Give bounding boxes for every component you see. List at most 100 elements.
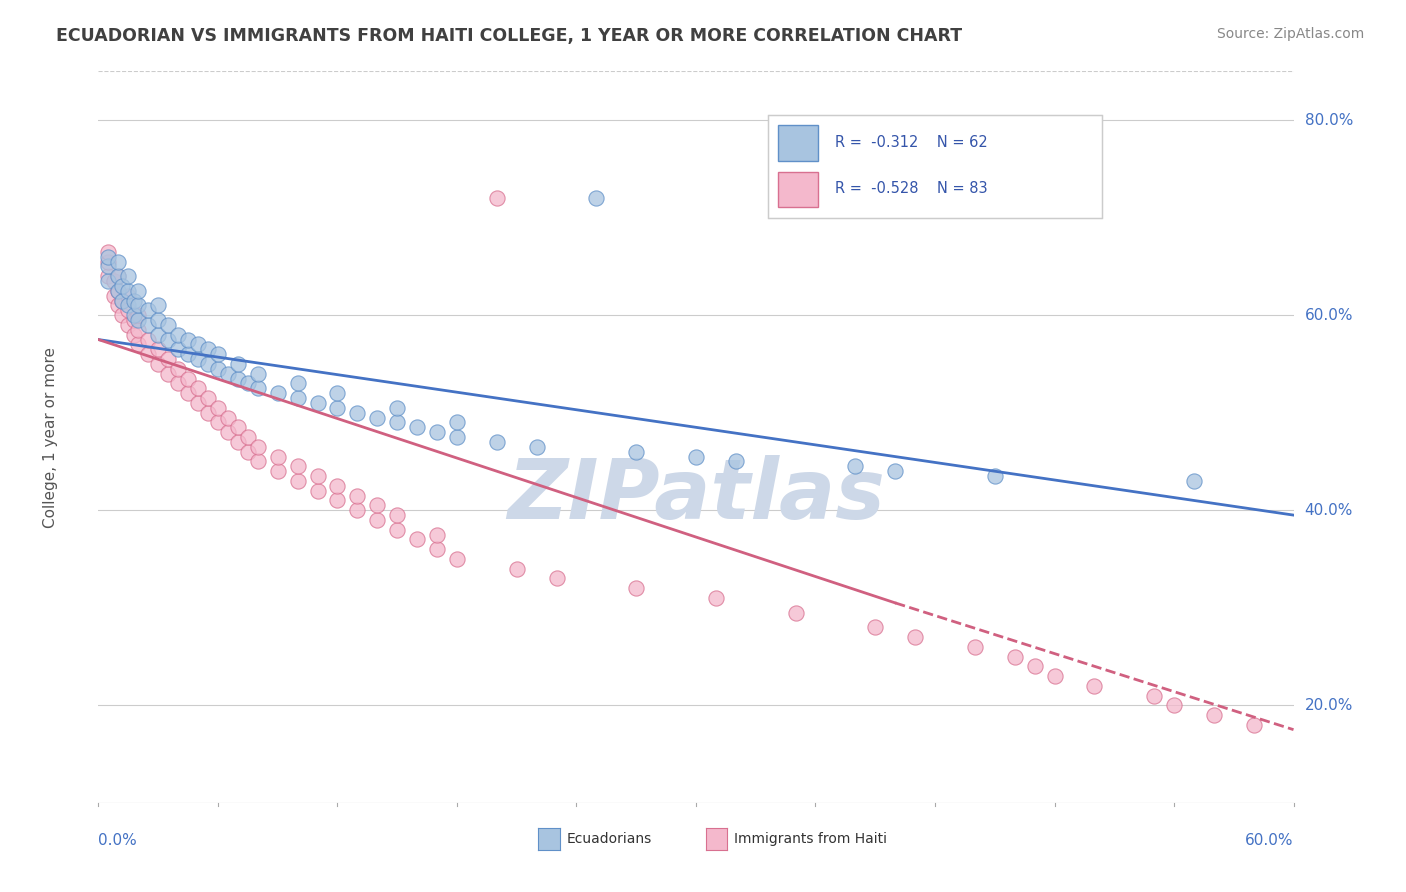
Point (366, 513, 388, 527)
Point (366, 410, 388, 425)
Text: Source: ZipAtlas.com: Source: ZipAtlas.com (1216, 27, 1364, 41)
Point (107, 269, 129, 284)
Point (385, 401, 409, 415)
Point (97, 269, 120, 284)
Point (148, 343, 170, 357)
Text: Ecuadorians: Ecuadorians (567, 832, 652, 847)
Point (217, 410, 239, 425)
Point (485, 434, 508, 449)
Point (187, 381, 209, 395)
Point (984, 469, 1007, 483)
Point (326, 401, 349, 415)
Point (446, 430, 468, 444)
Point (107, 254, 129, 268)
Point (107, 298, 129, 312)
Point (287, 459, 309, 474)
Point (1083, 679, 1105, 693)
Point (307, 483, 329, 498)
Point (246, 381, 269, 395)
Point (865, 620, 887, 634)
Point (366, 499, 388, 513)
Point (346, 503, 368, 517)
Point (287, 391, 309, 405)
Point (157, 352, 180, 367)
Point (1004, 649, 1026, 664)
Point (117, 284, 139, 298)
Point (217, 367, 239, 381)
Point (1043, 669, 1066, 683)
Point (426, 425, 449, 440)
Point (177, 347, 200, 361)
Point (136, 303, 159, 318)
Text: College, 1 year or more: College, 1 year or more (44, 347, 58, 527)
Point (446, 552, 468, 566)
Point (167, 361, 190, 376)
Point (226, 371, 249, 385)
Point (103, 288, 125, 302)
Point (267, 386, 290, 401)
Point (685, 450, 707, 464)
Point (167, 376, 190, 391)
Point (704, 591, 727, 605)
Point (236, 444, 259, 458)
Point (924, 191, 946, 205)
Point (287, 376, 309, 391)
Point (626, 444, 648, 458)
Point (1182, 474, 1205, 488)
Point (385, 508, 409, 522)
Point (111, 293, 134, 308)
Point (326, 386, 349, 401)
Point (446, 416, 468, 430)
Point (385, 523, 409, 537)
Point (236, 430, 259, 444)
Point (844, 459, 866, 474)
Point (226, 420, 249, 434)
Point (107, 284, 129, 298)
Point (426, 527, 449, 541)
Point (117, 298, 139, 312)
Point (167, 327, 190, 342)
Point (526, 440, 548, 454)
Point (485, 191, 508, 205)
Text: 0.0%: 0.0% (98, 833, 138, 848)
Point (197, 343, 219, 357)
Point (97, 254, 120, 268)
Point (177, 333, 200, 347)
Text: ZIPatlas: ZIPatlas (508, 455, 884, 536)
Point (187, 352, 209, 367)
Point (127, 337, 149, 351)
Point (177, 371, 200, 385)
Point (426, 542, 449, 557)
Point (117, 269, 139, 284)
Point (585, 191, 607, 205)
Point (127, 313, 149, 327)
Point (107, 269, 129, 284)
Point (148, 327, 170, 342)
Point (197, 357, 219, 371)
Point (207, 361, 229, 376)
Text: Immigrants from Haiti: Immigrants from Haiti (734, 832, 887, 847)
Point (127, 323, 149, 337)
Point (177, 386, 200, 401)
Point (346, 489, 368, 503)
Point (103, 274, 125, 288)
Text: 80.0%: 80.0% (1305, 112, 1353, 128)
Point (267, 450, 290, 464)
Point (1024, 659, 1046, 673)
Point (1243, 718, 1265, 732)
Point (207, 416, 229, 430)
Point (546, 572, 568, 586)
Point (307, 396, 329, 410)
Text: 60.0%: 60.0% (1246, 833, 1294, 848)
Point (207, 347, 229, 361)
Point (127, 308, 149, 322)
Point (287, 474, 309, 488)
Point (207, 401, 229, 415)
Point (346, 406, 368, 420)
Point (97, 260, 120, 274)
Point (236, 376, 259, 391)
Point (307, 469, 329, 483)
Point (97, 244, 120, 259)
Point (117, 318, 139, 332)
Point (167, 343, 190, 357)
